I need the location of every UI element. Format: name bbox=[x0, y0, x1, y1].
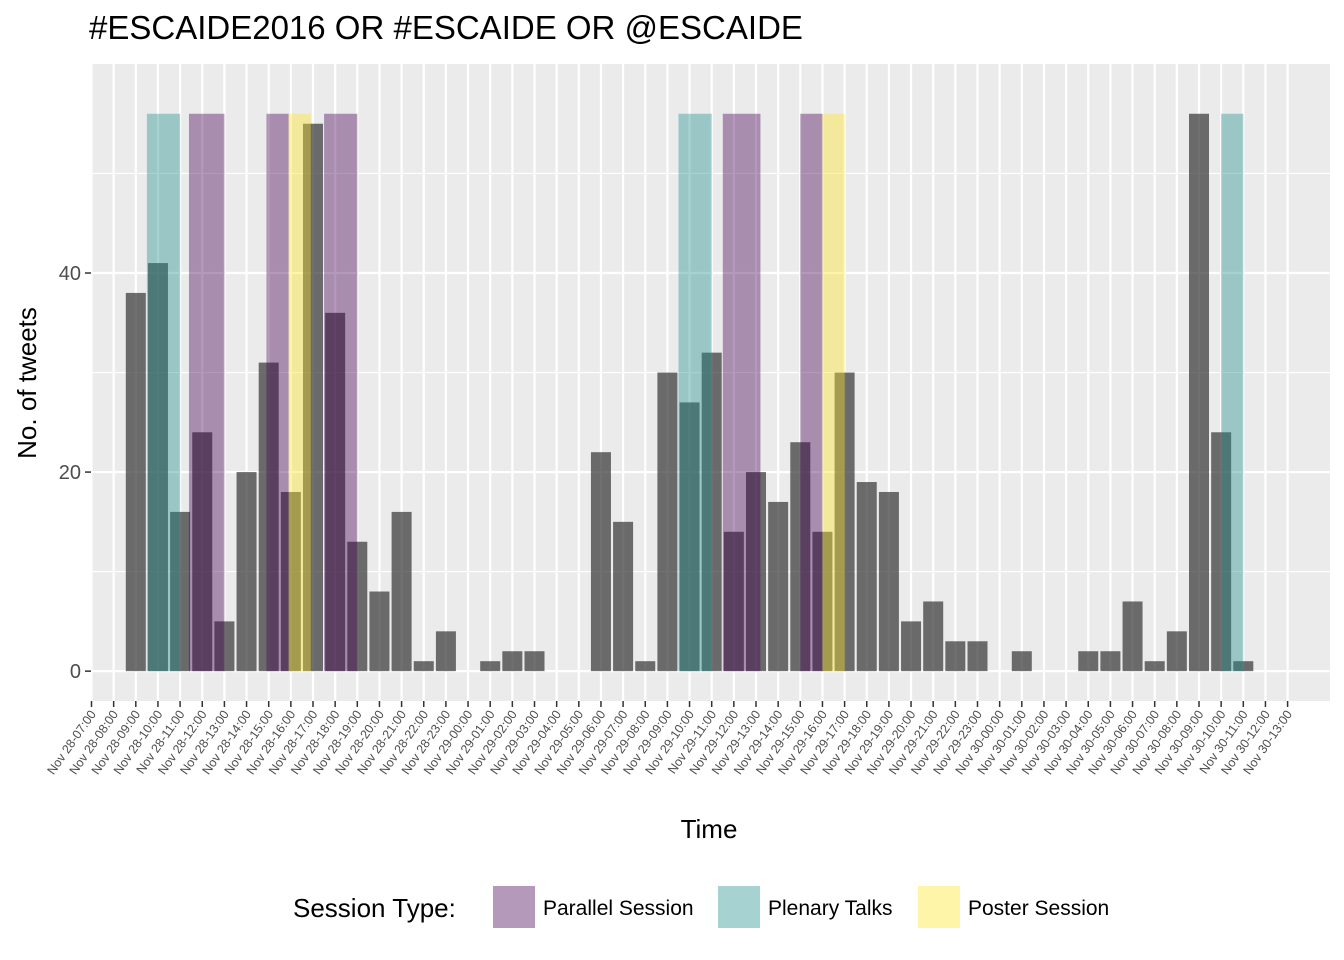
bar bbox=[280, 491, 301, 672]
bar bbox=[125, 292, 146, 672]
legend-label: Poster Session bbox=[968, 897, 1109, 920]
bar bbox=[1211, 432, 1232, 672]
bar bbox=[325, 312, 346, 672]
bar bbox=[502, 651, 523, 672]
bar bbox=[236, 472, 257, 672]
bar bbox=[413, 661, 434, 672]
bar bbox=[369, 591, 390, 672]
bar bbox=[1233, 661, 1254, 672]
bar bbox=[524, 651, 545, 672]
legend-title: Session Type: bbox=[293, 893, 456, 923]
bar bbox=[1166, 631, 1187, 672]
bars-layer bbox=[125, 113, 1254, 672]
bar bbox=[856, 482, 877, 672]
bar bbox=[1100, 651, 1121, 672]
bar bbox=[391, 511, 412, 672]
y-axis: 0 20 40 bbox=[59, 263, 91, 683]
bar bbox=[679, 402, 700, 672]
bar bbox=[1122, 601, 1143, 672]
y-tick-label: 20 bbox=[59, 462, 81, 484]
bar bbox=[923, 601, 944, 672]
bar bbox=[303, 123, 323, 672]
x-axis-title: Time bbox=[681, 814, 738, 844]
session-band bbox=[266, 113, 289, 672]
session-band bbox=[188, 113, 225, 672]
bar bbox=[768, 501, 789, 672]
bar bbox=[1144, 661, 1165, 672]
legend-key bbox=[918, 886, 960, 928]
bar bbox=[723, 531, 744, 672]
sessions-layer bbox=[146, 113, 1244, 672]
bar bbox=[834, 372, 855, 672]
bar bbox=[635, 661, 656, 672]
y-tick-label: 40 bbox=[59, 263, 81, 285]
bar bbox=[192, 432, 213, 672]
bar bbox=[480, 661, 501, 672]
bar bbox=[147, 263, 168, 672]
session-band bbox=[146, 113, 181, 672]
session-band bbox=[800, 113, 823, 672]
bar bbox=[214, 621, 235, 672]
chart-title: #ESCAIDE2016 OR #ESCAIDE OR @ESCAIDE bbox=[89, 9, 803, 46]
bar bbox=[812, 531, 833, 672]
legend-key bbox=[493, 886, 535, 928]
y-axis-title: No. of tweets bbox=[12, 307, 42, 459]
session-band bbox=[288, 113, 311, 672]
bar bbox=[901, 621, 922, 672]
bar bbox=[967, 641, 988, 672]
bar bbox=[590, 452, 611, 672]
bar bbox=[258, 362, 279, 672]
bar bbox=[945, 641, 966, 672]
legend-label: Parallel Session bbox=[543, 897, 694, 920]
bar bbox=[746, 472, 766, 672]
bar bbox=[701, 352, 722, 672]
bar bbox=[790, 442, 811, 672]
legend-key bbox=[718, 886, 760, 928]
y-tick-label: 0 bbox=[70, 661, 81, 683]
session-band bbox=[324, 113, 358, 672]
session-band bbox=[1221, 113, 1244, 672]
bar bbox=[1078, 651, 1099, 672]
bar bbox=[878, 491, 899, 672]
session-band bbox=[822, 113, 845, 672]
bar bbox=[1011, 651, 1032, 672]
bar bbox=[347, 541, 368, 672]
bar bbox=[435, 631, 456, 672]
bar bbox=[657, 372, 678, 672]
bar bbox=[170, 511, 191, 672]
session-band bbox=[678, 113, 712, 672]
legend-label: Plenary Talks bbox=[768, 897, 893, 920]
legend: Session Type: Parallel Session Plenary Ta… bbox=[293, 886, 1109, 928]
bar bbox=[613, 521, 634, 672]
session-band bbox=[722, 113, 761, 672]
bar bbox=[1189, 113, 1209, 672]
